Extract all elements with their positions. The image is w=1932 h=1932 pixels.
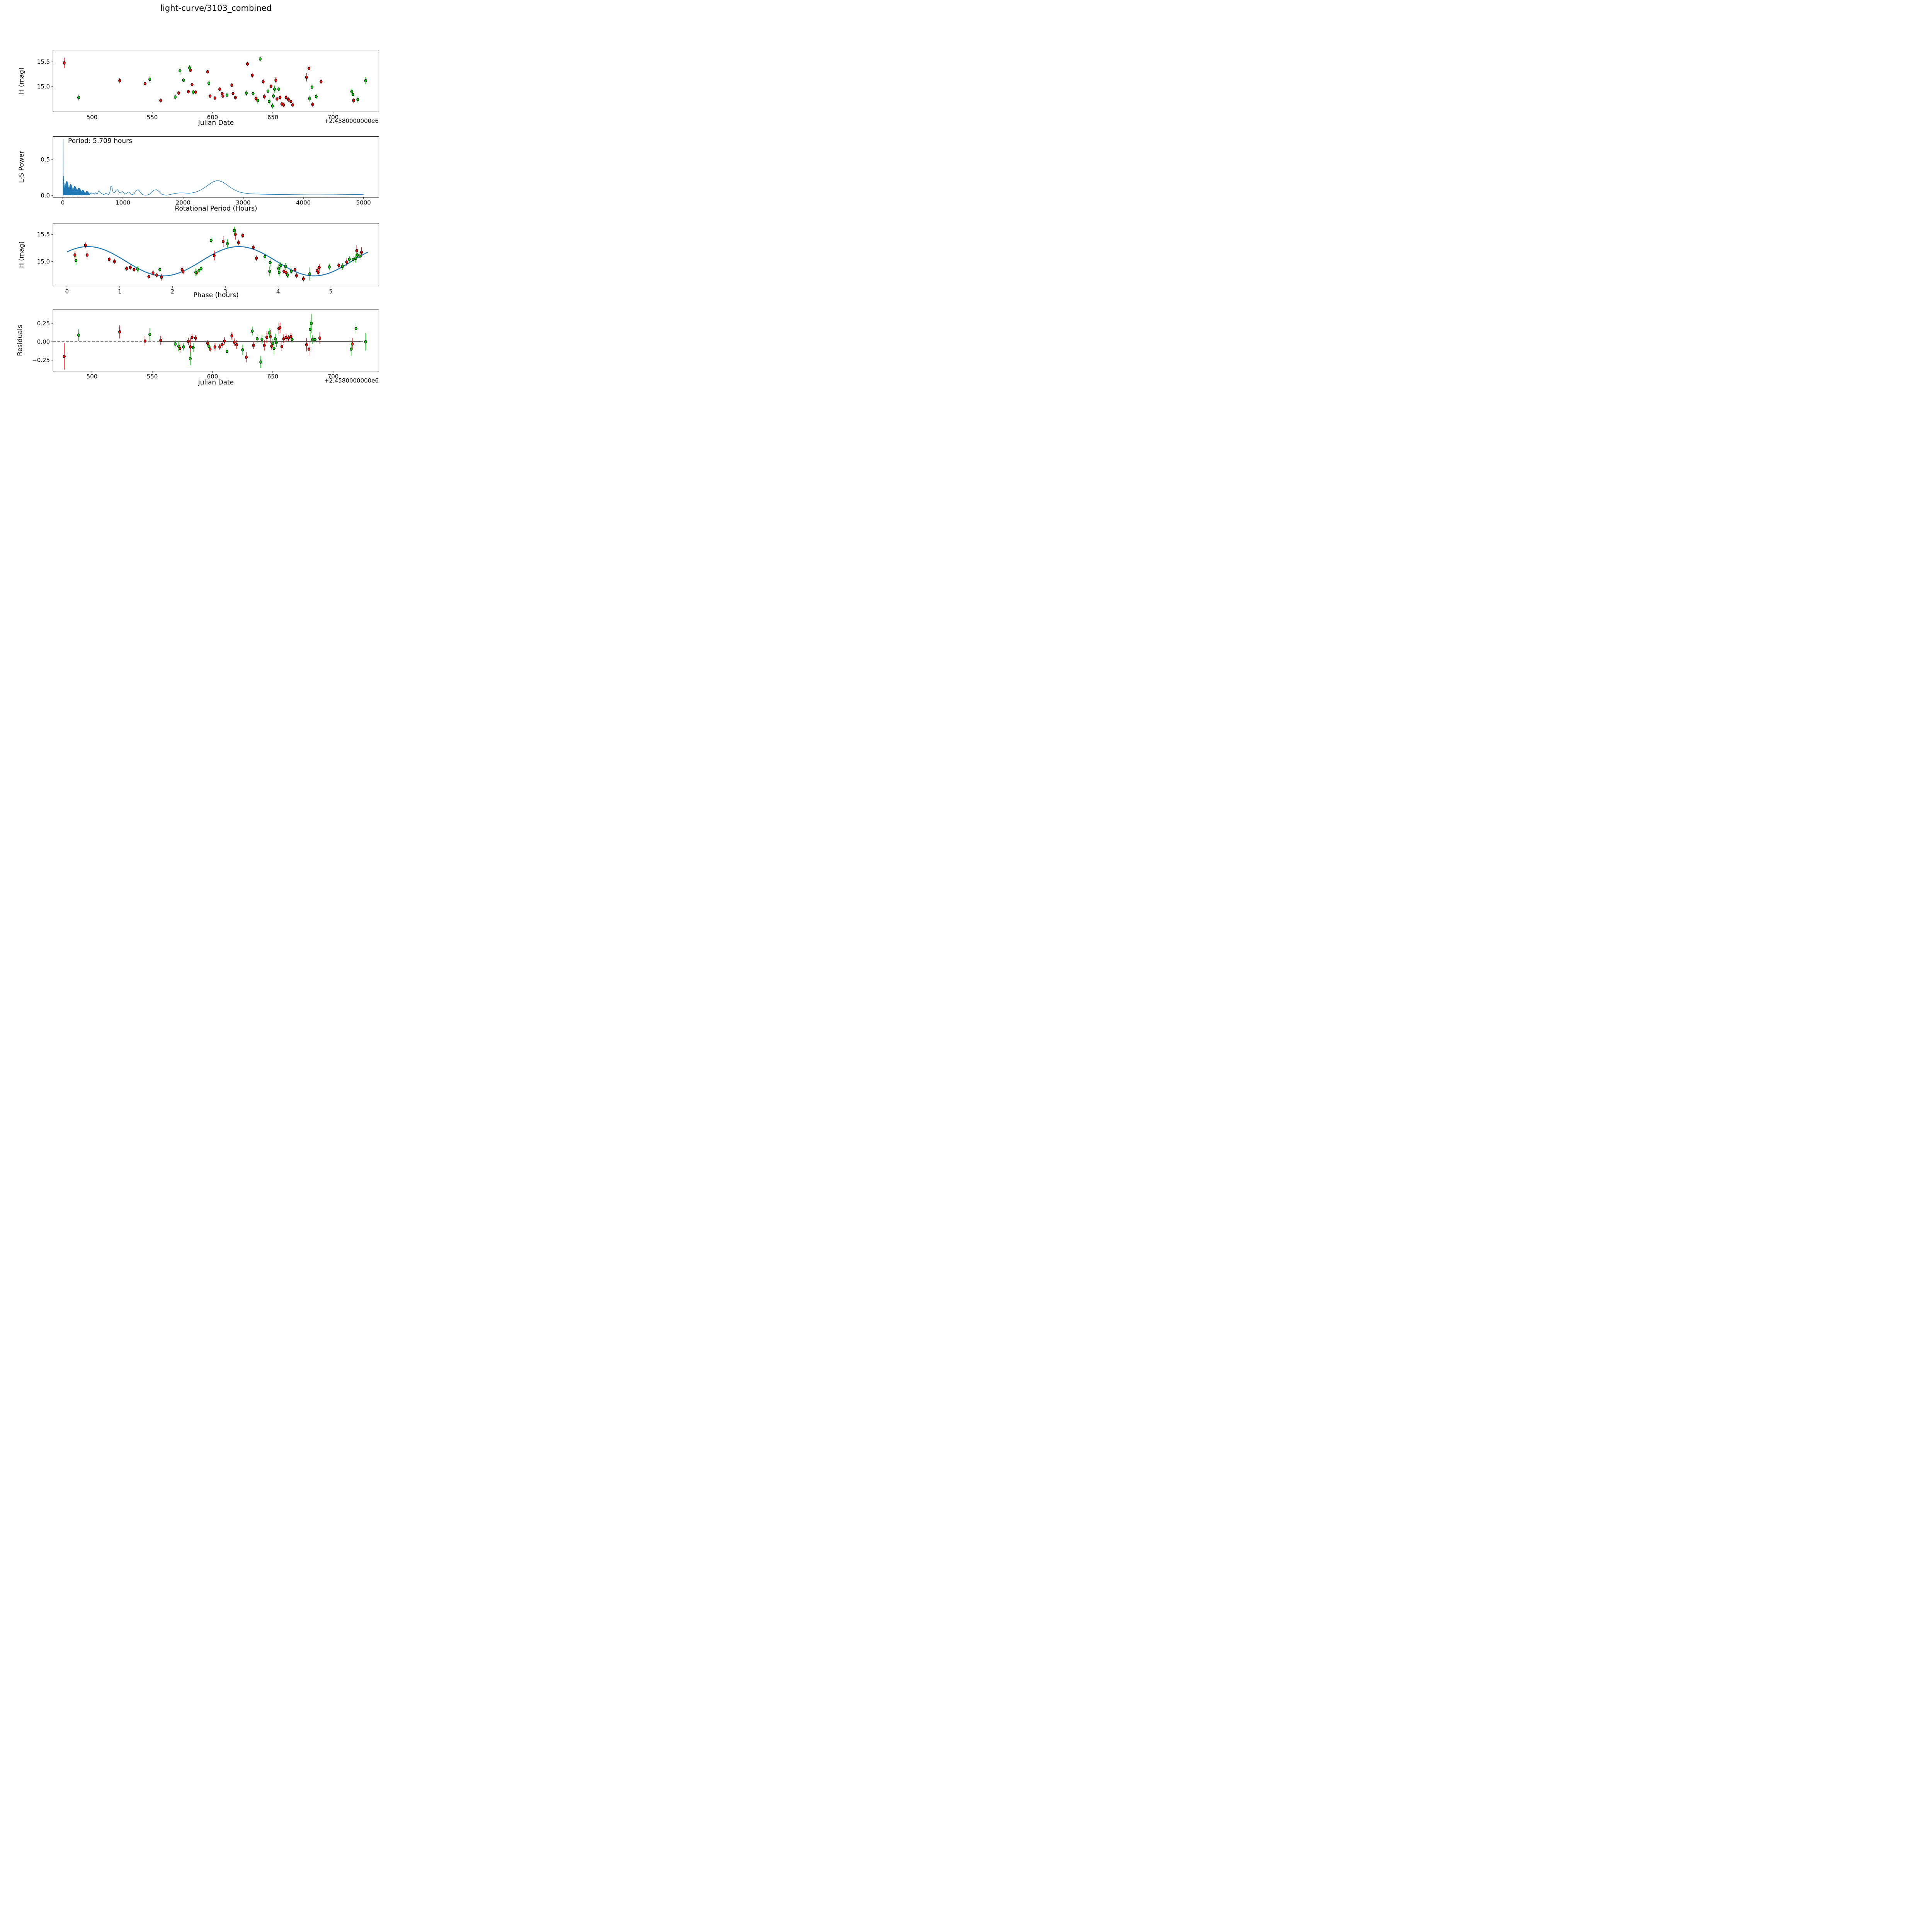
phase-panel-xlabel: Phase (hours) [193, 291, 239, 299]
svg-text:5: 5 [329, 288, 333, 295]
periodogram-xlabel: Rotational Period (Hours) [175, 205, 257, 213]
svg-text:650: 650 [267, 373, 279, 380]
svg-text:2000: 2000 [176, 199, 190, 206]
svg-text:550: 550 [147, 114, 158, 121]
jd-panel-xlabel: Julian Date [198, 119, 234, 127]
period-annotation: Period: 5.709 hours [68, 137, 133, 145]
residuals-axis-offset-text: +2.4580000000e6 [324, 377, 379, 384]
svg-text:15.0: 15.0 [37, 83, 50, 90]
svg-text:3000: 3000 [236, 199, 250, 206]
phase-panel-ylabel: H (mag) [18, 241, 26, 268]
light-curve-figure: 500 550 600 650 700 15.0 15.5 0 1000 2000 3000 4000… [0, 0, 417, 417]
svg-text:700: 700 [328, 114, 339, 121]
svg-text:650: 650 [267, 114, 279, 121]
svg-text:0: 0 [61, 199, 65, 206]
svg-text:600: 600 [207, 114, 218, 121]
svg-text:0.25: 0.25 [37, 320, 50, 327]
svg-text:0.5: 0.5 [41, 156, 50, 163]
svg-text:500: 500 [87, 373, 98, 380]
figure-title: light-curve/3103_combined [160, 3, 272, 13]
light-curve-plots: 500 550 600 650 700 15.0 15.5 0 1000 2000 3000 4000… [32, 50, 379, 380]
svg-text:4: 4 [276, 288, 280, 295]
jd-panel-ylabel: H (mag) [18, 67, 26, 94]
svg-text:700: 700 [328, 373, 339, 380]
svg-text:15.5: 15.5 [37, 231, 50, 238]
svg-text:1: 1 [118, 288, 122, 295]
svg-text:1000: 1000 [116, 199, 130, 206]
residuals-panel-xlabel: Julian Date [198, 379, 234, 386]
residuals-panel-ylabel: Residuals [16, 325, 24, 356]
svg-text:5000: 5000 [356, 199, 371, 206]
jd-axis-offset-text: +2.4580000000e6 [324, 117, 379, 124]
svg-text:0.0: 0.0 [41, 192, 50, 199]
svg-text:600: 600 [207, 373, 218, 380]
svg-text:0: 0 [65, 288, 69, 295]
svg-text:4000: 4000 [296, 199, 311, 206]
periodogram-ylabel: L-S Power [18, 151, 26, 183]
svg-text:0.00: 0.00 [37, 338, 50, 345]
svg-text:500: 500 [87, 114, 98, 121]
svg-text:15.0: 15.0 [37, 258, 50, 265]
svg-text:−0.25: −0.25 [32, 357, 50, 364]
svg-text:2: 2 [171, 288, 175, 295]
svg-text:550: 550 [147, 373, 158, 380]
svg-text:15.5: 15.5 [37, 58, 50, 65]
svg-text:3: 3 [223, 288, 227, 295]
